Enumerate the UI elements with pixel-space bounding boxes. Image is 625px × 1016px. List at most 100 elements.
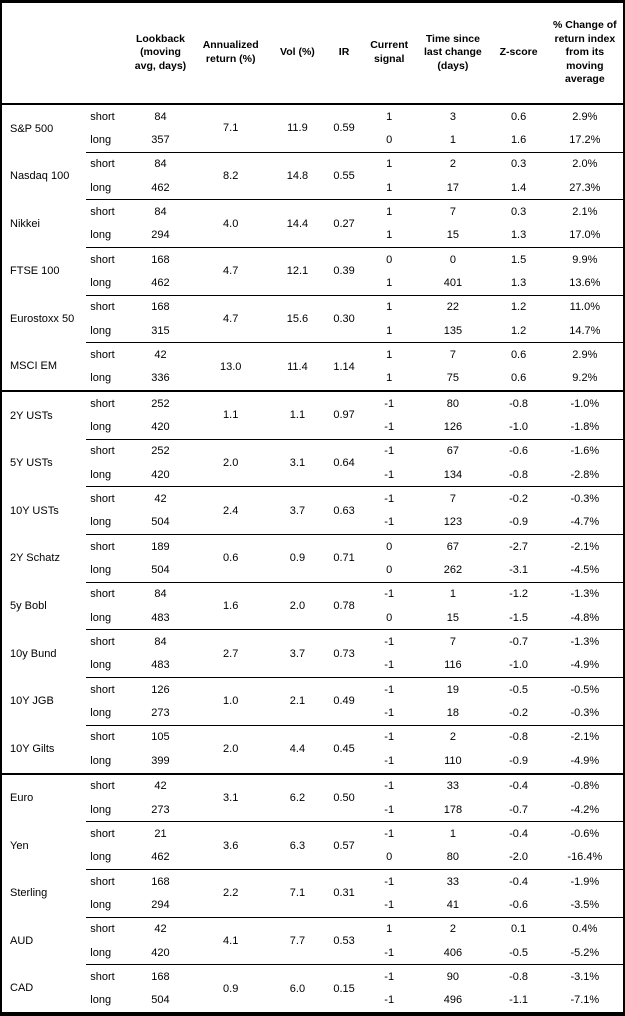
horizon-label-long: long [90, 276, 112, 289]
pct-change-short: 2.9% [546, 342, 624, 367]
pct-change-long: -4.5% [570, 564, 600, 577]
table-row: Euro short 42 3.1 6.2 0.50 -1 33 -0.4 -0.8% [1, 774, 624, 804]
pct-change-long: -4.8% [570, 611, 600, 624]
signal-short: -1 [363, 581, 416, 607]
pct-change-short: -1.9% [546, 868, 624, 894]
lookback-short: 252 [151, 397, 170, 410]
lookback-short: 105 [129, 724, 192, 750]
ir: 0.30 [325, 294, 364, 343]
pct-change-short: 2.9% [572, 110, 598, 123]
vol: 3.7 [269, 486, 325, 535]
zscore-long: -0.9 [509, 516, 529, 529]
table-row: 10y Bund short 84 2.7 3.7 0.73 -1 7 -0.7 -1.3% [1, 629, 624, 678]
annualized-return: 3.1 [223, 791, 239, 804]
header-horizon [86, 2, 129, 105]
table-row: 10Y Gilts short 105 2.0 4.4 0.45 -1 2 -0.8 -2.1% [1, 724, 624, 774]
signal-long: -1 [384, 659, 395, 672]
lookback-long: 357 [151, 134, 170, 146]
zscore-short: -0.8 [509, 397, 529, 410]
annualized-return: 4.1 [191, 916, 270, 965]
table-row: S&P 500 short 84 7.1 11.9 0.59 1 3 0.6 2.9% [1, 104, 624, 135]
pct-change-short: 2.1% [546, 199, 624, 224]
table-row: long 420 -1 406 -0.5 -5.2% [1, 941, 624, 965]
signal-long: -1 [384, 946, 395, 959]
asset-name: 10Y JGB [10, 695, 54, 708]
table-row: long 504 -1 123 -0.9 -4.7% [1, 511, 624, 535]
time-since-long: 17 [446, 181, 459, 194]
signal-short: 1 [363, 199, 416, 224]
ir: 0.73 [325, 629, 364, 678]
pct-change-short: -0.6% [546, 821, 624, 846]
pct-change-long: -7.1% [570, 994, 600, 1007]
ir: 0.31 [325, 868, 364, 918]
horizon-label-short: short [86, 868, 130, 894]
lookback-short: 252 [129, 438, 192, 464]
table-row: long 504 0 262 -3.1 -4.5% [1, 558, 624, 582]
zscore-short: 0.6 [510, 110, 527, 123]
lookback-long: 504 [151, 516, 170, 529]
table-row: 2Y Schatz short 189 0.6 0.9 0.71 0 67 -2.7 -2.1% [1, 534, 624, 583]
time-since-short: 7 [415, 199, 491, 224]
time-since-long: 406 [443, 946, 463, 959]
table-row: Sterling short 168 2.2 7.1 0.31 -1 33 -0.4 -1.9% [1, 868, 624, 918]
lookback-short: 84 [129, 629, 192, 654]
annualized-return: 1.1 [223, 409, 239, 422]
vol: 4.4 [269, 724, 325, 774]
header-asset [1, 2, 86, 105]
signal-short: -1 [363, 724, 416, 750]
signal-long: 1 [386, 276, 393, 289]
zscore-short: -0.8 [490, 724, 547, 750]
horizon-label-long: long [90, 611, 112, 624]
horizon-label-short: short [86, 199, 130, 224]
pct-change-long: 17.0% [569, 229, 601, 242]
horizon-label-short: short [86, 246, 130, 272]
table-row: AUD short 42 4.1 7.7 0.53 1 2 0.1 0.4% [1, 916, 624, 965]
signal-short: 1 [363, 916, 416, 941]
table-row: long 462 1 401 1.3 13.6% [1, 271, 624, 295]
table-row: Nasdaq 100 short 84 8.2 14.8 0.55 1 2 0.3 2.0% [1, 151, 624, 200]
signal-short: -1 [363, 964, 416, 989]
signal-short: 0 [363, 246, 416, 272]
annualized-return: 2.0 [191, 724, 270, 774]
signal-long: 1 [386, 372, 393, 385]
zscore-short: -0.4 [509, 780, 529, 793]
signal-long: 0 [386, 611, 393, 624]
zscore-short: -0.6 [490, 438, 547, 464]
time-since-long: 15 [446, 229, 459, 242]
signal-short: 1 [363, 294, 416, 319]
pct-change-short: -2.1% [546, 534, 624, 559]
lookback-long: 504 [151, 994, 170, 1007]
time-since-short: 1 [415, 821, 491, 846]
zscore-long: -1.0 [509, 421, 529, 434]
time-since-short: 90 [415, 964, 491, 989]
pct-change-short: 2.0% [546, 151, 624, 176]
horizon-label-short: short [90, 110, 115, 123]
lookback-long: 294 [151, 898, 170, 911]
signal-short: -1 [363, 486, 416, 511]
ir: 0.59 [333, 122, 355, 135]
pct-change-long: -4.7% [570, 516, 600, 529]
table-row: CAD short 168 0.9 6.0 0.15 -1 90 -0.8 -3.1% [1, 964, 624, 1014]
lookback-long: 483 [151, 659, 170, 672]
table-row: long 357 0 1 1.6 17.2% [1, 128, 624, 152]
pct-change-short: -1.6% [546, 438, 624, 464]
vol: 12.1 [269, 246, 325, 296]
header-zscore: Z-score [499, 46, 538, 59]
time-since-short: 80 [446, 397, 459, 410]
lookback-long: 420 [151, 468, 170, 481]
horizon-label-long: long [90, 468, 112, 481]
annualized-return: 2.4 [191, 486, 270, 535]
signal-long: 1 [386, 324, 393, 337]
zscore-long: -0.6 [509, 898, 529, 911]
lookback-long: 462 [151, 276, 170, 289]
time-since-long: 110 [444, 754, 462, 767]
pct-change-short: 9.9% [546, 246, 624, 272]
lookback-short: 42 [129, 342, 192, 367]
lookback-long: 273 [151, 803, 170, 816]
signal-long: 0 [386, 851, 393, 864]
horizon-label-short: short [86, 964, 130, 989]
asset-name: CAD [10, 982, 34, 995]
horizon-label-short: short [86, 342, 130, 367]
horizon-label-long: long [90, 803, 112, 816]
asset-name: Eurostoxx 50 [10, 312, 75, 325]
